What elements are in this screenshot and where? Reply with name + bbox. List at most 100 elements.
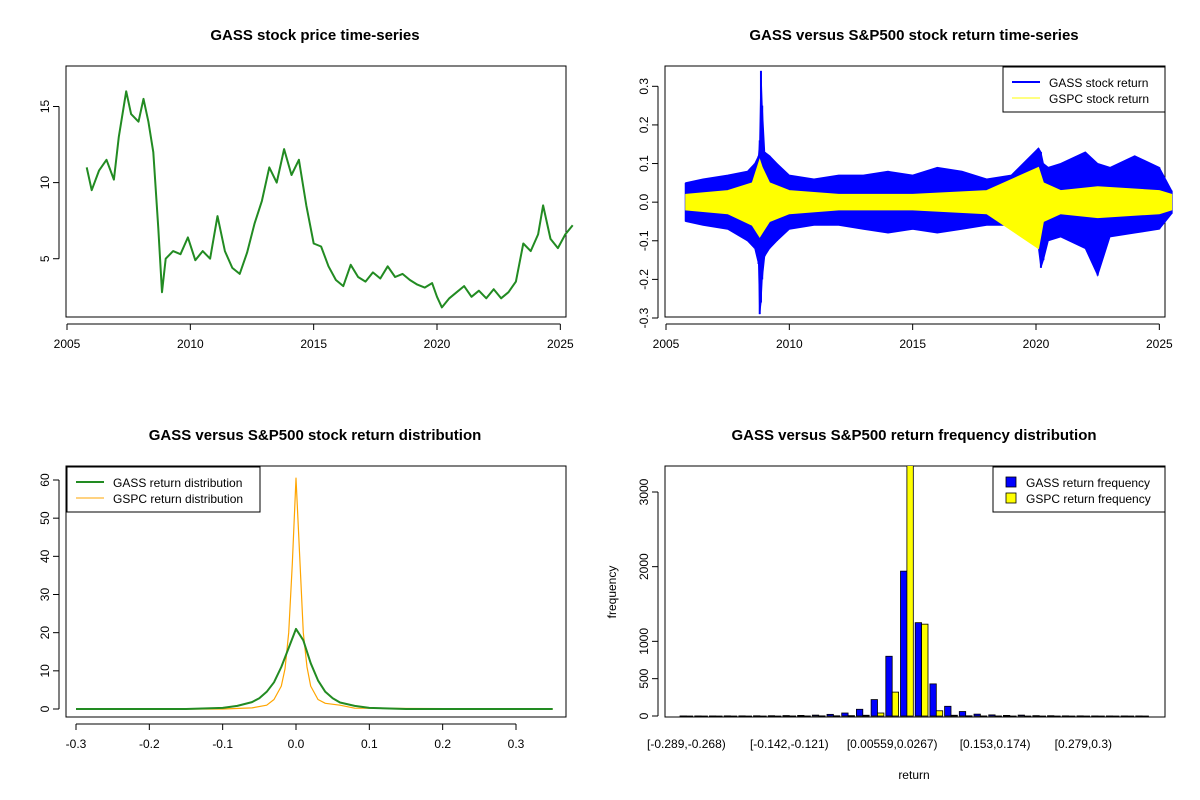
gspc-frequency-bar [994,715,1002,717]
gass-frequency-bar [753,715,761,717]
gass-frequency-bar [1061,715,1069,717]
gass-frequency-bar [973,713,981,717]
y-tick-label: 3000 [637,478,651,505]
gass-frequency-bar [841,712,849,717]
legend-gass-density-label: GASS return distribution [113,476,242,490]
gass-frequency-bar [870,699,878,717]
frequency-x-tick-label: [-0.289,-0.268) [647,737,726,751]
gass-frequency-bar [694,715,702,717]
x-tick-label: 0.3 [508,737,525,751]
frequency-yaxis-label: frequency [605,566,619,619]
x-tick-label: 2005 [54,337,81,351]
x-tick-label: 2025 [547,337,574,351]
x-tick-label: 0.2 [434,737,451,751]
gass-frequency-bar [767,715,776,717]
density-plot-frame [65,465,567,718]
y-tick-label: 40 [38,549,52,563]
gspc-frequency-bar [891,691,900,717]
density-legend-box [66,466,261,513]
gspc-frequency-bar [803,715,811,717]
density-legend: GASS return distribution GSPC return dis… [66,466,261,513]
gspc-frequency-bar [921,623,929,717]
gass-frequency-bar [1032,715,1040,717]
y-tick-label: 0.1 [637,155,651,172]
gspc-frequency-bar [877,712,885,717]
y-tick-label: 60 [38,473,52,487]
x-tick-label: -0.2 [139,737,160,751]
x-tick-label: 2005 [653,337,680,351]
gspc-frequency-bar [1053,715,1061,717]
legend-gspc-return-label: GSPC stock return [1049,92,1149,106]
x-tick-label: 0.1 [361,737,378,751]
frequency-legend-box [992,466,1166,513]
y-tick-label: 2000 [637,553,651,580]
gass-frequency-bar [723,715,731,717]
y-tick-label: -0.3 [637,307,651,328]
y-tick-label: 0.0 [637,193,651,210]
frequency-legend: GASS return frequency GSPC return frequen… [992,466,1166,513]
x-tick-label: 2010 [776,337,803,351]
gass-frequency-bar [914,622,923,717]
x-tick-label: 2025 [1146,337,1173,351]
frequency-x-tick-label: [-0.142,-0.121) [750,737,829,751]
gass-frequency-bar [738,715,746,717]
gass-frequency-bar [1105,715,1114,717]
x-tick-label: 2015 [300,337,327,351]
gspc-frequency-bar [980,715,988,717]
gspc-frequency-bar [965,715,973,717]
y-tick-label: 1000 [637,628,651,655]
return-density-panel: GASS versus S&P500 stock return distribu… [38,427,567,751]
gspc-frequency-bar [906,466,914,717]
return-legend: GASS stock return GSPC stock return [1002,66,1166,113]
gspc-return-series [685,158,1173,250]
gspc-frequency-bar [686,715,694,717]
x-tick-label: 2015 [899,337,926,351]
y-tick-label: 0.3 [637,78,651,95]
frequency-x-tick-label: [0.153,0.174) [960,737,1031,751]
histogram-bars [679,466,1149,717]
gspc-frequency-bar [759,715,767,717]
legend-gspc-frequency-swatch [1005,492,1017,504]
density-chart-title: GASS versus S&P500 stock return distribu… [149,427,482,444]
gspc-frequency-bar [862,714,870,717]
gass-frequency-bar [856,708,864,717]
gass-frequency-bar [1076,715,1084,717]
gass-frequency-bar [797,715,805,717]
gass-frequency-bar [900,570,908,717]
gass-frequency-bar [958,711,967,717]
price-timeseries-panel: GASS stock price time-series 2005 2010 201… [38,27,574,351]
gspc-frequency-bar [1127,715,1135,717]
gass-frequency-bar [929,683,937,717]
gspc-frequency-bar [1009,715,1017,717]
gass-frequency-bar [1120,715,1128,717]
x-tick-label: 2020 [1023,337,1050,351]
y-tick-label: -0.2 [637,269,651,290]
legend-gspc-density-label: GSPC return distribution [113,492,243,506]
frequency-x-tick-label: [0.279,0.3) [1055,737,1112,751]
y-tick-label: 10 [38,176,52,190]
return-chart-title: GASS versus S&P500 stock return time-ser… [749,27,1078,44]
gspc-frequency-bar [1112,715,1120,717]
gspc-frequency-bar [1082,715,1091,717]
x-tick-label: 0.0 [288,737,305,751]
frequency-x-tick-label: [0.00559,0.0267) [847,737,938,751]
gspc-frequency-bar [774,715,782,717]
gass-frequency-bar [885,655,893,717]
x-tick-label: -0.1 [212,737,233,751]
gass-frequency-bar [826,713,834,717]
y-tick-label: 5 [38,255,52,262]
frequency-plot-frame [664,465,1166,718]
y-tick-label: 0 [637,712,651,719]
gspc-frequency-bar [730,715,738,717]
price-line [85,90,574,309]
gass-frequency-bar [1135,715,1143,717]
gspc-frequency-bar [788,715,797,717]
y-tick-label: 15 [38,99,52,113]
frequency-histogram-panel: GASS versus S&P500 return frequency dist… [605,427,1166,782]
x-tick-label: -0.3 [66,737,87,751]
frequency-xaxis-label: return [898,768,929,782]
gspc-frequency-bar [950,714,958,717]
y-tick-label: 0 [38,705,52,712]
return-timeseries-panel: GASS versus S&P500 stock return time-ser… [637,27,1173,351]
